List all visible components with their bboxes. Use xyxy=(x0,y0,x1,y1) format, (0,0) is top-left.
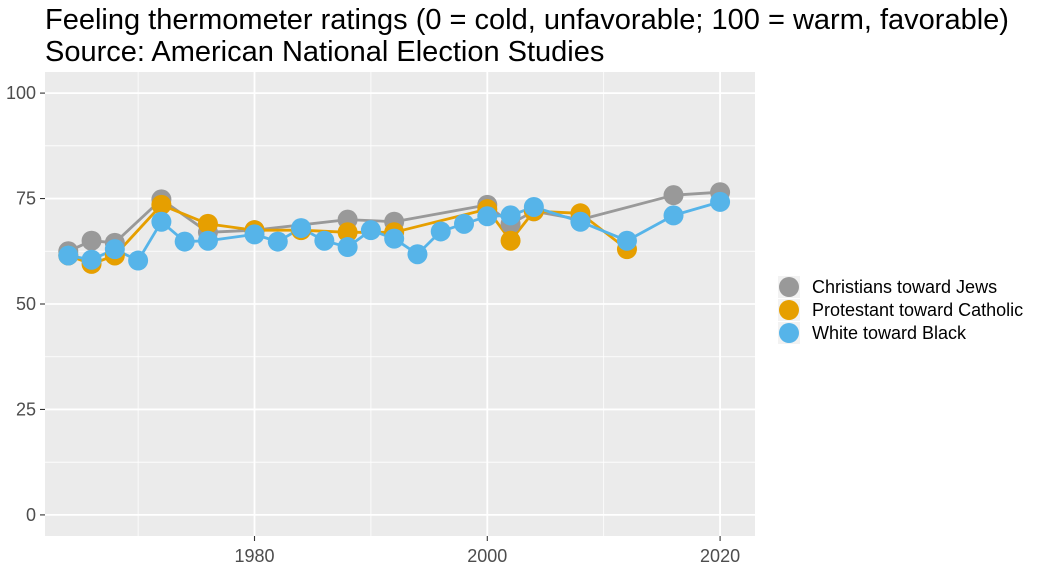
data-point xyxy=(81,230,102,251)
data-point xyxy=(477,206,498,227)
data-point xyxy=(81,249,102,270)
data-point xyxy=(244,224,265,245)
series-points xyxy=(58,182,731,274)
data-point xyxy=(663,205,684,226)
legend-label: Protestant toward Catholic xyxy=(812,300,1023,320)
y-tick-label: 100 xyxy=(6,83,36,103)
y-tick-label: 50 xyxy=(16,294,36,314)
data-point xyxy=(523,196,544,217)
data-point xyxy=(337,237,358,258)
data-point xyxy=(360,220,381,241)
legend-key xyxy=(779,300,799,320)
data-point xyxy=(663,185,684,206)
data-point xyxy=(454,213,475,234)
data-point xyxy=(384,228,405,249)
data-point xyxy=(267,231,288,252)
data-point xyxy=(291,218,312,239)
legend-label: White toward Black xyxy=(812,323,967,343)
data-point xyxy=(58,245,79,266)
data-point xyxy=(197,230,218,251)
y-tick-label: 0 xyxy=(26,505,36,525)
data-point xyxy=(407,244,428,265)
data-point xyxy=(500,230,521,251)
data-point xyxy=(151,194,172,215)
data-point xyxy=(174,231,195,252)
legend-label: Christians toward Jews xyxy=(812,277,997,297)
x-tick-label: 2000 xyxy=(467,546,507,566)
x-tick-label: 2020 xyxy=(700,546,740,566)
data-point xyxy=(337,222,358,243)
data-point xyxy=(570,211,591,232)
data-point xyxy=(616,230,637,251)
data-point xyxy=(314,230,335,251)
data-point xyxy=(151,211,172,232)
y-axis: 0 25 50 75 100 xyxy=(6,83,45,525)
x-axis: 1980 2000 2020 xyxy=(234,536,740,566)
legend: Christians toward Jews Protestant toward … xyxy=(778,276,1023,344)
data-point xyxy=(500,205,521,226)
y-tick-label: 75 xyxy=(16,189,36,209)
data-point xyxy=(197,213,218,234)
chart-subtitle: Source: American National Election Studi… xyxy=(45,36,604,68)
data-point xyxy=(128,250,149,271)
chart-title: Feeling thermometer ratings (0 = cold, u… xyxy=(45,4,1009,36)
legend-key xyxy=(779,323,799,343)
data-point xyxy=(430,221,451,242)
grid-major xyxy=(45,72,755,536)
legend-key xyxy=(779,277,799,297)
x-tick-label: 1980 xyxy=(234,546,274,566)
data-point xyxy=(104,239,125,260)
y-tick-label: 25 xyxy=(16,399,36,419)
data-point xyxy=(710,191,731,212)
